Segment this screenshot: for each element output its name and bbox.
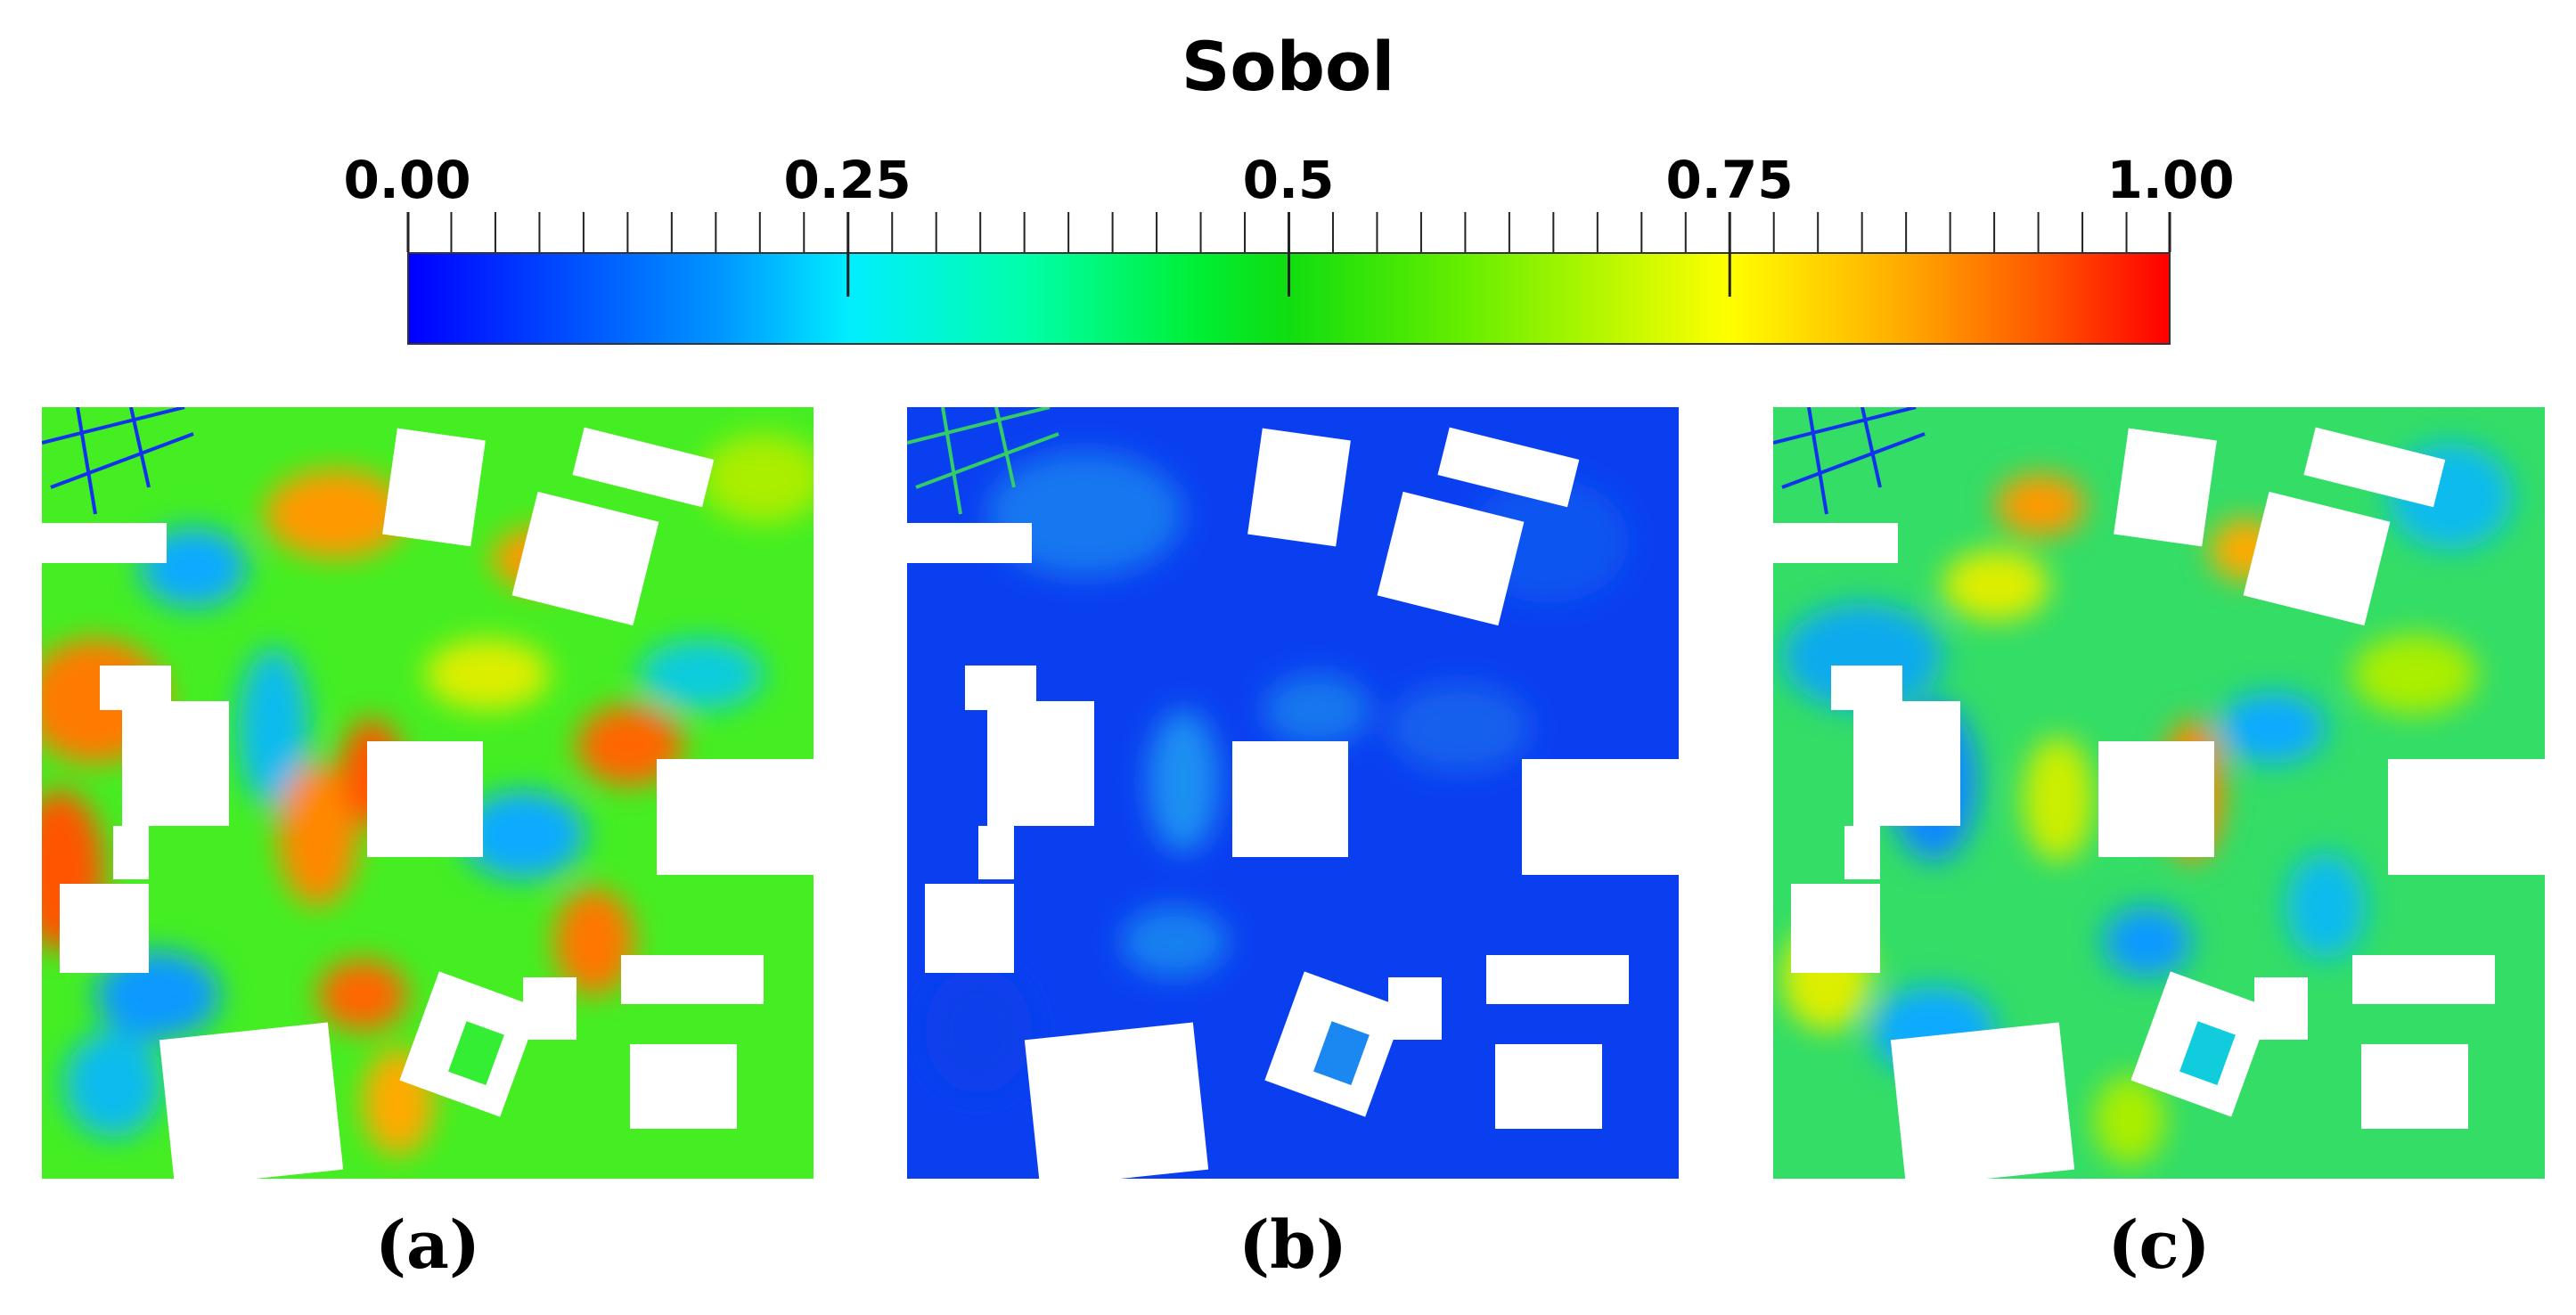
- tick-label-4: 1.00: [2106, 150, 2235, 210]
- field-patch: [278, 764, 358, 906]
- building: [2303, 427, 2446, 508]
- building: [2352, 955, 2495, 1004]
- field-patch: [238, 648, 309, 808]
- panel-c: [1773, 407, 2545, 1179]
- building: [1890, 1022, 2075, 1179]
- courtyard: [448, 1021, 504, 1086]
- field-patch: [987, 452, 1183, 576]
- building: [1773, 523, 1898, 563]
- tick-label-2: 0.5: [1242, 150, 1335, 210]
- field-patch: [461, 790, 585, 879]
- field-patch: [1942, 550, 2049, 621]
- field-patch: [925, 968, 1032, 1093]
- building: [978, 826, 1014, 879]
- building: [925, 884, 1014, 973]
- building: [630, 1044, 737, 1129]
- building: [2114, 428, 2217, 547]
- building: [965, 666, 1036, 710]
- building: [100, 666, 171, 710]
- field-patch: [2103, 906, 2192, 977]
- field-patch: [639, 639, 764, 710]
- building: [159, 1022, 344, 1179]
- building: [1853, 701, 1960, 826]
- building: [1791, 884, 1880, 973]
- building: [113, 826, 149, 879]
- colorbar-title: Sobol: [1181, 27, 1395, 106]
- building: [572, 427, 715, 508]
- building: [523, 977, 577, 1040]
- building: [2098, 741, 2214, 857]
- building: [621, 955, 764, 1004]
- field-patch: [265, 470, 407, 559]
- panel-label-a: (a): [375, 1207, 480, 1284]
- field-patch: [318, 960, 407, 1031]
- building: [511, 491, 659, 626]
- colorbar-ticks: [406, 212, 2171, 297]
- field-patch: [1148, 710, 1219, 853]
- building: [1844, 826, 1880, 879]
- panel-b: [907, 407, 1679, 1179]
- field-patch: [1263, 674, 1370, 746]
- building: [1831, 666, 1902, 710]
- tick-label-3: 0.75: [1665, 150, 1794, 210]
- building: [1024, 1022, 1209, 1179]
- building: [907, 523, 1032, 563]
- building: [1247, 428, 1351, 547]
- building: [382, 428, 486, 547]
- building: [2388, 759, 2545, 875]
- building: [1232, 741, 1348, 857]
- tick-label-1: 0.25: [783, 150, 912, 210]
- field-patch: [2094, 1075, 2165, 1164]
- building: [367, 741, 483, 857]
- field-patch: [2219, 692, 2326, 764]
- field-patch: [2352, 634, 2477, 715]
- field-patch: [1996, 474, 2085, 536]
- building: [2254, 977, 2308, 1040]
- building: [2243, 491, 2391, 626]
- building: [1495, 1044, 1602, 1129]
- building: [657, 759, 814, 875]
- building: [987, 701, 1094, 826]
- field-patch: [1121, 906, 1228, 977]
- tick-label-0: 0.00: [343, 150, 471, 210]
- building: [60, 884, 149, 973]
- courtyard: [1313, 1021, 1370, 1086]
- panel-label-b: (b): [1239, 1207, 1347, 1284]
- field-patch: [64, 1031, 162, 1138]
- building: [1377, 491, 1525, 626]
- panel-label-c: (c): [2107, 1207, 2211, 1284]
- building: [1388, 977, 1442, 1040]
- building: [1437, 427, 1580, 508]
- field-patch: [2023, 737, 2094, 862]
- building: [1486, 955, 1629, 1004]
- field-patch: [554, 888, 634, 995]
- building: [42, 523, 167, 563]
- field-patch: [701, 434, 814, 523]
- building: [122, 701, 229, 826]
- courtyard: [2179, 1021, 2236, 1086]
- building: [1522, 759, 1679, 875]
- field-patch: [425, 639, 550, 710]
- field-patch: [2286, 853, 2366, 960]
- panel-a: [42, 407, 814, 1179]
- field-patch: [1388, 683, 1531, 772]
- building: [2361, 1044, 2468, 1129]
